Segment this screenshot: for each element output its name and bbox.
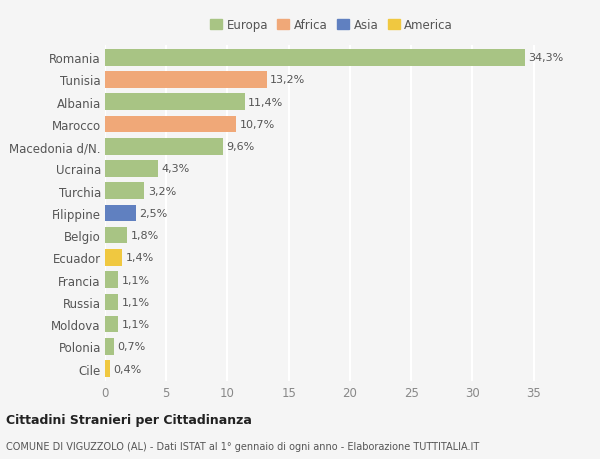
Text: 3,2%: 3,2% — [148, 186, 176, 196]
Bar — [105, 316, 118, 333]
Bar — [105, 205, 136, 222]
Text: 1,4%: 1,4% — [126, 253, 154, 263]
Bar — [105, 272, 118, 288]
Bar — [105, 360, 110, 377]
Bar — [105, 250, 122, 266]
Text: 10,7%: 10,7% — [239, 120, 275, 129]
Bar — [105, 50, 525, 67]
Bar — [105, 294, 118, 311]
Bar — [105, 116, 236, 133]
Legend: Europa, Africa, Asia, America: Europa, Africa, Asia, America — [205, 14, 458, 37]
Bar — [105, 227, 127, 244]
Text: Cittadini Stranieri per Cittadinanza: Cittadini Stranieri per Cittadinanza — [6, 413, 252, 426]
Text: 1,8%: 1,8% — [131, 230, 159, 241]
Bar — [105, 338, 113, 355]
Text: COMUNE DI VIGUZZOLO (AL) - Dati ISTAT al 1° gennaio di ogni anno - Elaborazione : COMUNE DI VIGUZZOLO (AL) - Dati ISTAT al… — [6, 441, 479, 451]
Text: 0,4%: 0,4% — [113, 364, 142, 374]
Text: 34,3%: 34,3% — [529, 53, 564, 63]
Bar — [105, 139, 223, 155]
Text: 11,4%: 11,4% — [248, 97, 283, 107]
Bar — [105, 94, 245, 111]
Text: 2,5%: 2,5% — [139, 208, 167, 218]
Text: 4,3%: 4,3% — [161, 164, 190, 174]
Text: 9,6%: 9,6% — [226, 142, 254, 152]
Text: 0,7%: 0,7% — [117, 341, 145, 352]
Bar — [105, 183, 144, 200]
Bar — [105, 72, 266, 89]
Text: 1,1%: 1,1% — [122, 319, 150, 330]
Text: 1,1%: 1,1% — [122, 275, 150, 285]
Text: 13,2%: 13,2% — [270, 75, 305, 85]
Bar — [105, 161, 158, 177]
Text: 1,1%: 1,1% — [122, 297, 150, 307]
